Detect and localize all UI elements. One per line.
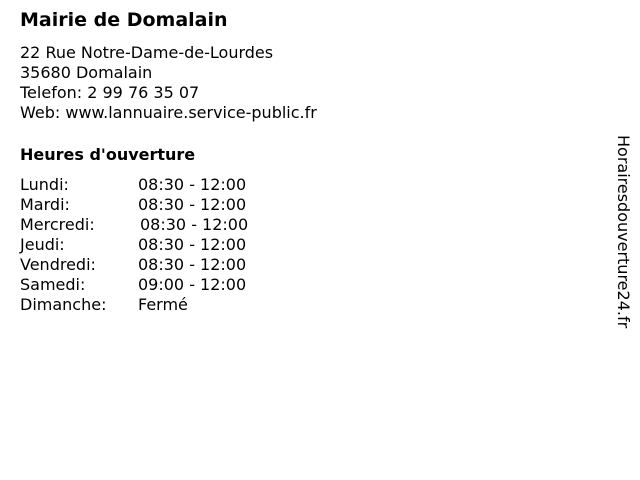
time: 08:30 - 12:00 xyxy=(138,255,247,274)
time: 08:30 - 12:00 xyxy=(138,235,247,254)
time: 08:30 - 12:00 xyxy=(138,175,247,194)
time: 08:30 - 12:00 xyxy=(138,195,247,214)
watermark-text: Horairesdouverture24.fr xyxy=(614,135,633,329)
address-block: 22 Rue Notre-Dame-de-Lourdes 35680 Domal… xyxy=(20,43,317,123)
day: Vendredi: xyxy=(20,255,96,274)
page-title: Mairie de Domalain xyxy=(20,9,228,31)
time: Fermé xyxy=(138,295,188,314)
day: Lundi: xyxy=(20,175,69,194)
hours-heading: Heures d'ouverture xyxy=(20,145,196,164)
day: Jeudi: xyxy=(20,235,65,254)
day: Samedi: xyxy=(20,275,86,294)
time: 09:00 - 12:00 xyxy=(138,275,247,294)
day: Dimanche: xyxy=(20,295,107,314)
day: Mardi: xyxy=(20,195,70,214)
time: 08:30 - 12:00 xyxy=(140,215,249,234)
phone: Telefon: 2 99 76 35 07 xyxy=(20,83,200,102)
day: Mercredi: xyxy=(20,215,95,234)
street: 22 Rue Notre-Dame-de-Lourdes xyxy=(20,43,274,62)
website: Web: www.lannuaire.service-public.fr xyxy=(20,103,317,122)
city: 35680 Domalain xyxy=(20,63,153,82)
